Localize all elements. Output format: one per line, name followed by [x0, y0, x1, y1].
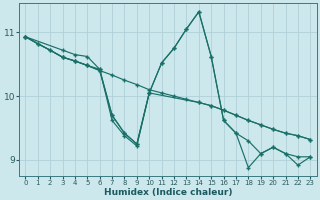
- X-axis label: Humidex (Indice chaleur): Humidex (Indice chaleur): [104, 188, 232, 197]
